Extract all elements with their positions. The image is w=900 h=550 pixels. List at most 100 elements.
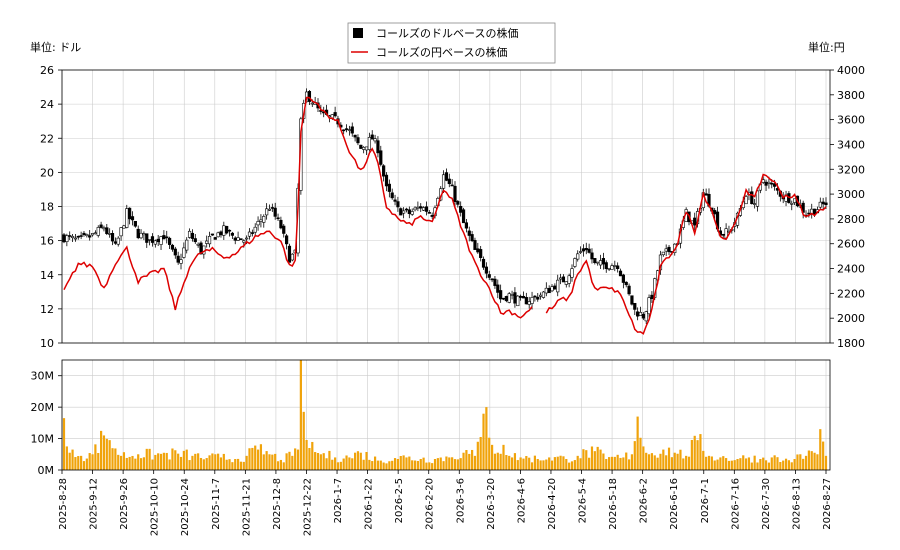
volume-bar [88,453,91,470]
candle-body [245,237,249,240]
volume-bar [276,461,280,470]
candle-body [721,234,725,236]
candle-body [641,314,645,319]
candle-body [142,233,146,236]
candle-body [456,201,460,205]
candle-body [225,225,229,234]
x-tick-label: 2026-1-22 [364,478,375,530]
candle-body [187,230,192,238]
volume-bar [305,440,308,470]
volume-bar [371,461,374,470]
volume-bar [819,429,822,470]
volume-bar [85,458,88,470]
candle-body [176,255,180,263]
candle-body [105,227,109,234]
candle-body [285,235,289,245]
candle-body [584,248,588,251]
candle-body [68,235,72,237]
left-tick-label: 26 [40,64,54,77]
candle-body [179,259,183,264]
candle-body [110,233,115,242]
volume-bar [428,462,431,470]
volume-bar [730,460,733,470]
x-tick-label: 2026-1-7 [333,478,344,523]
volume-bar [505,455,508,470]
volume-bar [442,461,445,470]
yen-price-line [63,96,533,319]
candle-body [390,192,394,199]
volume-bar [436,458,439,470]
candle-body [282,225,286,234]
candle-body [165,236,169,239]
volume-bar [744,458,748,470]
volume-bar [679,449,682,470]
volume-bar [80,455,83,470]
candle-body [222,225,226,236]
volume-bar [251,447,254,470]
volume-bar [399,455,402,470]
candle-body [621,274,625,283]
volume-bar [528,457,531,470]
volume-bar [268,454,271,470]
candle-body [644,311,648,322]
volume-bar [802,458,805,470]
volume-bar [165,452,168,470]
volume-bar [100,430,103,470]
candle-body [818,201,822,208]
volume-bar [331,459,334,470]
candle-body [236,237,240,241]
volume-bar [747,457,751,470]
volume-bar [282,462,285,470]
volume-bar [482,413,485,470]
volume-bar [262,454,265,470]
candle-body [73,237,78,240]
volume-bar [519,457,522,470]
x-tick-label: 2026-2-5 [394,478,405,523]
volume-bar [502,444,505,470]
candle-body [353,134,357,138]
volume-tick-label: 20M [31,401,55,414]
candle-body [102,227,106,230]
volume-bar [316,452,320,470]
volume-bar [647,454,651,470]
candle-body [265,208,269,216]
volume-tick-label: 30M [31,370,55,383]
candle-body [250,232,254,234]
volume-bar [334,457,337,470]
volume-bar [522,458,525,470]
candle-body [744,196,748,205]
candle-body [267,208,272,211]
volume-bar [550,460,554,470]
volume-bar [385,463,388,470]
volume-bar [539,460,542,470]
volume-bar [779,462,782,470]
candle-body [108,233,112,235]
volume-bar [108,440,111,470]
volume-bar [248,448,251,470]
x-tick-label: 2025-9-26 [119,478,130,530]
candle-body [570,268,574,278]
candle-body [821,201,825,205]
candle-body [90,233,95,236]
candle-body [487,274,491,278]
volume-bar [596,446,599,470]
volume-bar [219,457,223,470]
volume-bar [188,460,191,470]
candle-body [790,203,794,205]
volume-bar [573,460,576,470]
volume-bar [271,454,274,470]
candle-body [624,281,628,286]
candle-body [350,126,354,134]
volume-bar [256,449,260,470]
volume-bar [145,448,148,470]
volume-bar [613,456,616,470]
volume-bar [105,438,108,470]
x-tick-label: 2025-11-7 [211,478,222,530]
volume-bar [699,434,702,470]
candle-body [461,209,466,224]
candle-body [573,258,577,267]
candle-body [496,284,500,293]
volume-bar [705,456,708,470]
volume-bar [294,448,297,470]
x-tick-label: 2025-11-21 [241,478,252,536]
